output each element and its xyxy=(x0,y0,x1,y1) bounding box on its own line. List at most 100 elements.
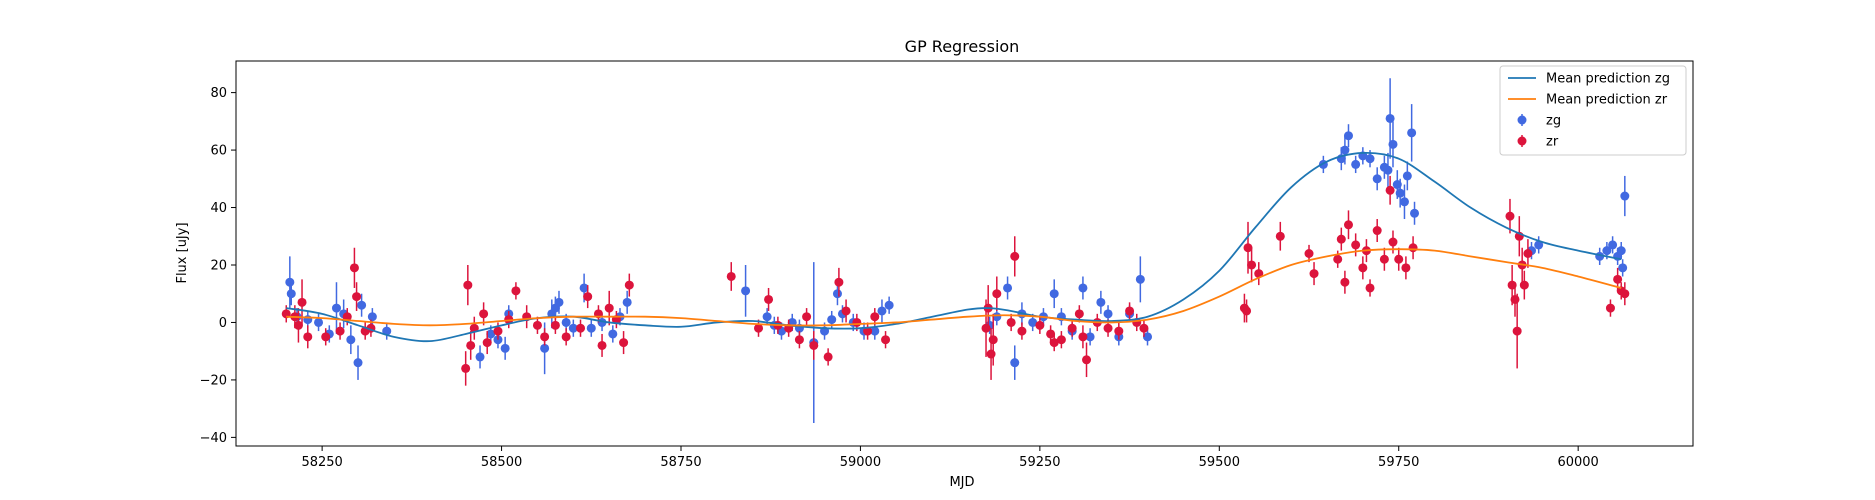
data-point xyxy=(1608,240,1618,250)
data-point xyxy=(540,343,550,353)
data-point xyxy=(1309,269,1319,279)
data-point xyxy=(1103,309,1113,319)
data-point xyxy=(1135,274,1145,284)
data-point xyxy=(1408,243,1418,253)
data-point xyxy=(583,292,593,302)
data-point xyxy=(342,312,352,322)
data-point xyxy=(832,289,842,299)
data-point xyxy=(762,312,772,322)
data-point xyxy=(1620,289,1630,299)
data-point xyxy=(1505,211,1515,221)
data-point xyxy=(1114,326,1124,336)
x-axis-label: MJD xyxy=(949,475,974,490)
data-point xyxy=(1049,289,1059,299)
data-point xyxy=(1085,332,1095,342)
legend-label: zg xyxy=(1546,114,1561,129)
x-tick-label: 58500 xyxy=(481,455,522,470)
data-point xyxy=(586,323,596,333)
data-point xyxy=(367,312,377,322)
data-point xyxy=(823,352,833,362)
data-point xyxy=(1616,246,1626,256)
data-point xyxy=(1340,277,1350,287)
data-point xyxy=(463,280,473,290)
data-point xyxy=(1402,171,1412,181)
data-point xyxy=(335,326,345,336)
data-point xyxy=(1620,191,1630,201)
data-point xyxy=(1125,306,1135,316)
data-point xyxy=(482,338,492,348)
data-point xyxy=(486,329,496,339)
data-point xyxy=(1340,145,1350,155)
data-point xyxy=(1401,263,1411,273)
data-point xyxy=(827,315,837,325)
data-point xyxy=(1247,260,1257,270)
data-point xyxy=(1096,297,1106,307)
data-point xyxy=(554,297,564,307)
data-point xyxy=(493,326,503,336)
data-point xyxy=(349,263,359,273)
legend-label: Mean prediction zr xyxy=(1546,93,1668,108)
data-point xyxy=(741,286,751,296)
data-point xyxy=(1304,249,1314,258)
data-point xyxy=(1372,226,1382,236)
plot-area xyxy=(235,60,1694,447)
chart-title: GP Regression xyxy=(905,37,1020,56)
data-point xyxy=(1394,254,1404,264)
data-point xyxy=(1028,317,1038,327)
data-point xyxy=(619,338,629,348)
data-point xyxy=(597,340,607,350)
data-point xyxy=(1003,283,1013,293)
data-point xyxy=(608,329,618,339)
data-point xyxy=(622,297,632,307)
data-point xyxy=(285,277,295,287)
data-point xyxy=(579,283,589,293)
data-point xyxy=(352,292,362,302)
data-point xyxy=(1510,294,1520,304)
data-point xyxy=(568,323,578,333)
data-point xyxy=(1399,197,1409,207)
data-point xyxy=(561,317,571,327)
data-point xyxy=(1035,320,1045,330)
data-point xyxy=(1534,240,1544,250)
data-point xyxy=(1385,185,1395,195)
data-point xyxy=(1139,323,1149,333)
data-point xyxy=(461,363,471,373)
data-point xyxy=(1343,220,1353,230)
data-point xyxy=(346,335,356,345)
x-tick-label: 59250 xyxy=(1019,455,1060,470)
data-point xyxy=(1242,306,1252,316)
data-point xyxy=(1333,254,1343,264)
x-tick-label: 59500 xyxy=(1199,455,1240,470)
data-point xyxy=(1046,329,1056,339)
data-point xyxy=(794,335,804,345)
data-point xyxy=(1613,274,1623,284)
data-point xyxy=(1078,283,1088,293)
data-point xyxy=(1407,128,1417,138)
data-point xyxy=(540,332,550,342)
data-point xyxy=(1010,251,1020,261)
data-point xyxy=(532,320,542,330)
data-point xyxy=(992,289,1002,299)
data-point xyxy=(841,306,851,316)
y-axis: −40 −20 0 20 40 60 80 xyxy=(200,86,236,446)
legend-box xyxy=(1499,65,1687,156)
legend-label: zr xyxy=(1546,135,1559,150)
data-point xyxy=(1074,309,1084,319)
data-point xyxy=(1351,240,1361,250)
data-point xyxy=(1523,249,1533,258)
data-point xyxy=(1243,243,1253,253)
y-tick-label: −40 xyxy=(200,431,227,446)
data-point xyxy=(475,352,485,362)
data-point xyxy=(1056,335,1066,345)
data-point xyxy=(1365,283,1375,293)
data-point xyxy=(881,335,891,345)
data-point xyxy=(1602,246,1612,256)
data-point xyxy=(286,289,296,299)
data-point xyxy=(511,286,521,296)
data-point xyxy=(1512,326,1522,336)
data-point xyxy=(1067,323,1077,333)
data-point xyxy=(988,335,998,345)
data-point xyxy=(981,323,991,333)
data-point xyxy=(357,300,367,310)
